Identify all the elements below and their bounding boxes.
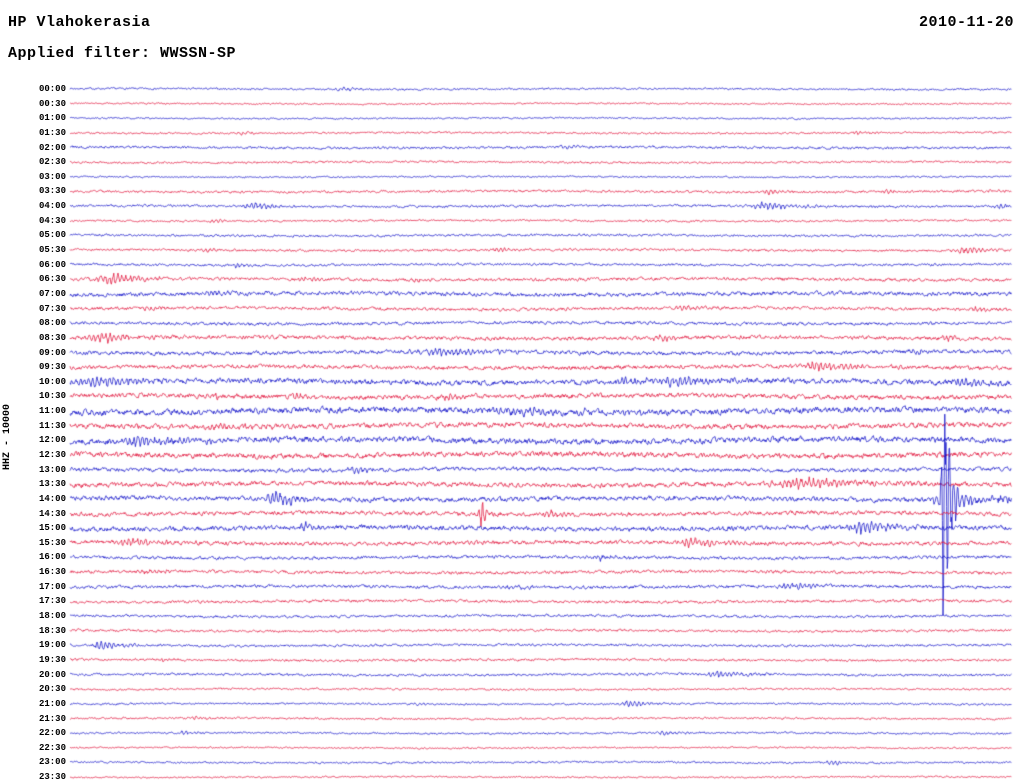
time-label: 20:30 bbox=[38, 684, 66, 695]
time-label: 05:30 bbox=[38, 245, 66, 256]
time-label: 09:30 bbox=[38, 362, 66, 373]
time-label: 23:30 bbox=[38, 772, 66, 780]
time-label: 17:00 bbox=[38, 581, 66, 592]
time-label: 11:00 bbox=[38, 406, 66, 417]
time-label: 19:30 bbox=[38, 654, 66, 665]
time-label: 20:00 bbox=[38, 669, 66, 680]
time-label: 06:30 bbox=[38, 274, 66, 285]
time-label: 13:30 bbox=[38, 479, 66, 490]
time-label: 22:00 bbox=[38, 728, 66, 739]
time-label: 07:30 bbox=[38, 303, 66, 314]
time-label: 08:30 bbox=[38, 332, 66, 343]
time-label: 03:30 bbox=[38, 186, 66, 197]
time-label: 09:00 bbox=[38, 347, 66, 358]
time-label: 17:30 bbox=[38, 596, 66, 607]
time-label: 21:30 bbox=[38, 713, 66, 724]
time-label: 21:00 bbox=[38, 698, 66, 709]
time-label: 04:30 bbox=[38, 215, 66, 226]
time-label: 13:00 bbox=[38, 464, 66, 475]
time-label: 15:30 bbox=[38, 537, 66, 548]
time-label: 01:00 bbox=[38, 113, 66, 124]
time-label: 15:00 bbox=[38, 523, 66, 534]
time-label: 08:00 bbox=[38, 318, 66, 329]
time-label: 16:00 bbox=[38, 552, 66, 563]
time-label: 11:30 bbox=[38, 420, 66, 431]
time-label: 22:30 bbox=[38, 742, 66, 753]
time-label: 18:30 bbox=[38, 625, 66, 636]
time-label: 01:30 bbox=[38, 127, 66, 138]
time-label: 07:00 bbox=[38, 288, 66, 299]
time-label: 05:00 bbox=[38, 230, 66, 241]
time-label: 12:30 bbox=[38, 450, 66, 460]
time-label: 18:00 bbox=[38, 611, 66, 622]
time-label: 00:30 bbox=[38, 98, 66, 109]
time-label: 02:00 bbox=[38, 142, 66, 153]
time-label: 23:00 bbox=[38, 757, 66, 768]
time-label: 00:00 bbox=[38, 84, 66, 94]
time-label: 10:30 bbox=[38, 391, 66, 402]
time-label: 03:00 bbox=[38, 171, 66, 182]
time-label: 16:30 bbox=[38, 567, 66, 578]
time-label: 10:00 bbox=[38, 376, 66, 387]
time-label: 04:00 bbox=[38, 201, 66, 212]
time-label: 14:30 bbox=[38, 508, 66, 519]
time-label: 06:00 bbox=[38, 259, 66, 270]
time-label: 02:30 bbox=[38, 157, 66, 168]
time-label: 12:00 bbox=[38, 435, 66, 446]
time-label: 19:00 bbox=[38, 640, 66, 651]
time-label: 14:00 bbox=[38, 493, 66, 504]
